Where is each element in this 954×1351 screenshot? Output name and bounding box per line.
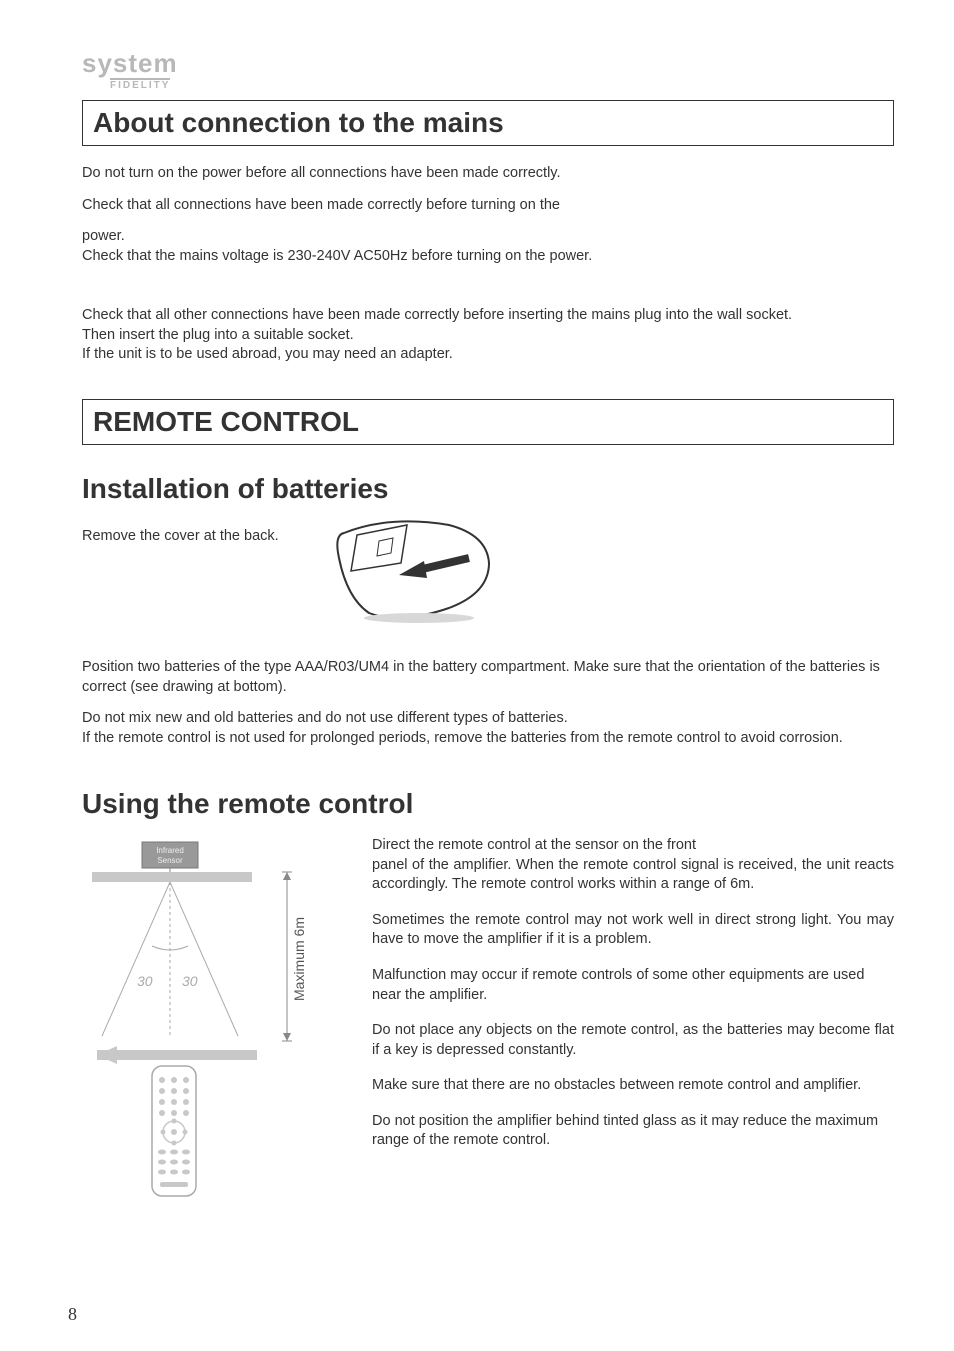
sec4-p1b: panel of the amplifier. When the remote … — [372, 856, 894, 895]
sec4-p6: Do not position the amplifier behind tin… — [372, 1112, 894, 1151]
sec1-p4b: Then insert the plug into a suitable soc… — [82, 326, 894, 346]
logo-top: system — [82, 50, 894, 76]
sec4-p4: Do not place any objects on the remote c… — [372, 1021, 894, 1060]
section-2-title: REMOTE CONTROL — [93, 406, 883, 438]
sec1-p1: Do not turn on the power before all conn… — [82, 164, 894, 184]
battery-diagram — [329, 513, 499, 628]
sec4-p1: Direct the remote control at the sensor … — [372, 836, 894, 895]
remote-text-col: Direct the remote control at the sensor … — [372, 836, 894, 1167]
section-4-title: Using the remote control — [82, 788, 894, 820]
sec4-p5: Make sure that there are no obstacles be… — [372, 1076, 894, 1096]
sec3-p3b: If the remote control is not used for pr… — [82, 729, 894, 749]
max-range-label: Maximum 6m — [291, 917, 307, 1001]
battery-row: Remove the cover at the back. — [82, 521, 894, 628]
remote-range-diagram: Infrared Sensor Maximum 6m 30 30 — [82, 836, 342, 1221]
sec1-p3b: Check that the mains voltage is 230-240V… — [82, 247, 894, 267]
section-2-title-box: REMOTE CONTROL — [82, 399, 894, 445]
sec4-p3: Malfunction may occur if remote controls… — [372, 966, 894, 1005]
sec4-p2: Sometimes the remote control may not wor… — [372, 911, 894, 950]
section-1-title-box: About connection to the mains — [82, 100, 894, 146]
sec3-p3a: Do not mix new and old batteries and do … — [82, 709, 894, 729]
svg-text:Infrared: Infrared — [156, 846, 184, 855]
sec1-p4a: Check that all other connections have be… — [82, 306, 894, 326]
page-number: 8 — [68, 1304, 77, 1325]
sec3-p2: Position two batteries of the type AAA/R… — [82, 658, 894, 697]
sec1-p4c: If the unit is to be used abroad, you ma… — [82, 345, 894, 365]
sec1-p3a: power. — [82, 227, 894, 247]
sec3-p1: Remove the cover at the back. — [82, 527, 279, 547]
angle-left: 30 — [137, 973, 153, 989]
svg-text:Sensor: Sensor — [157, 856, 183, 865]
remote-section: Infrared Sensor Maximum 6m 30 30 — [82, 836, 894, 1221]
section-1-title: About connection to the mains — [93, 107, 883, 139]
sec4-p1a: Direct the remote control at the sensor … — [372, 836, 894, 856]
logo: system FIDELITY — [82, 50, 894, 92]
logo-bottom: FIDELITY — [110, 78, 170, 91]
sec1-p2: Check that all connections have been mad… — [82, 196, 894, 216]
angle-right: 30 — [182, 973, 198, 989]
section-3-title: Installation of batteries — [82, 473, 894, 505]
